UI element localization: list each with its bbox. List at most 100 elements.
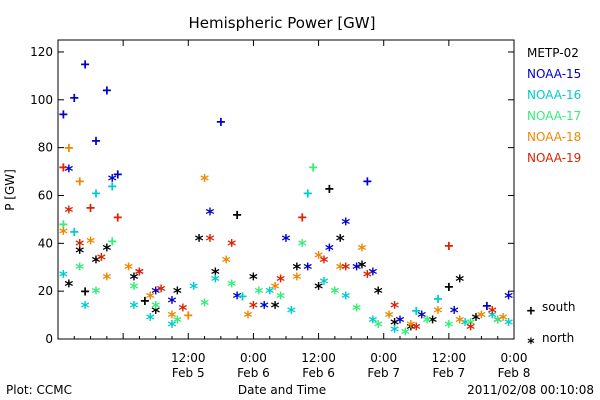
data-point: * [455, 313, 465, 333]
y-tick-label: 100 [30, 93, 53, 107]
data-point: * [493, 313, 503, 333]
data-point: * [172, 284, 182, 304]
data-point: * [221, 253, 231, 273]
data-point: * [341, 289, 351, 309]
data-point: * [102, 270, 112, 290]
data-point: * [91, 284, 101, 304]
data-point: + [303, 184, 312, 202]
data-point: * [145, 310, 155, 330]
data-point: + [433, 289, 442, 307]
data-point: * [493, 313, 503, 333]
data-point: + [91, 131, 100, 149]
data-point: * [357, 241, 367, 261]
y-tick-label: 40 [38, 236, 53, 250]
data-point: * [455, 272, 465, 292]
data-point: + [70, 222, 79, 240]
data-point: * [151, 299, 161, 319]
data-point: + [64, 139, 73, 157]
legend-entry: NOAA-17 [527, 109, 581, 123]
data-point: * [96, 251, 106, 271]
data-point: * [351, 301, 361, 321]
data-point: * [357, 258, 367, 278]
data-point: * [151, 303, 161, 323]
data-point: * [151, 284, 161, 304]
data-point: * [210, 272, 220, 292]
data-point: * [227, 277, 237, 297]
data-point: + [108, 177, 117, 195]
x-tick-date-label: Feb 5 [172, 366, 205, 380]
data-point: * [85, 234, 95, 254]
marker-legend: + south * north [527, 300, 576, 352]
x-tick-time-label: 0:00 [370, 351, 397, 365]
marker-legend-symbol: * [527, 336, 535, 352]
x-tick-date-label: Feb 7 [433, 366, 466, 380]
data-point: * [384, 308, 394, 328]
data-point: * [313, 279, 323, 299]
x-tick-date-label: Feb 6 [237, 366, 270, 380]
x-tick-date-label: Feb 7 [367, 366, 400, 380]
data-point: * [297, 236, 307, 256]
data-point: * [330, 284, 340, 304]
data-point: * [270, 279, 280, 299]
x-tick-time-label: 0:00 [501, 351, 528, 365]
data-point: * [167, 294, 177, 314]
data-point: * [265, 284, 275, 304]
data-point: * [351, 260, 361, 280]
data-point: + [108, 232, 117, 250]
data-point: + [444, 237, 453, 255]
data-point: * [275, 289, 285, 309]
data-point: * [64, 277, 74, 297]
data-point: + [86, 198, 95, 216]
data-point: * [134, 265, 144, 285]
x-tick-time-label: 12:00 [432, 351, 467, 365]
x-tick-time-label: 12:00 [171, 351, 206, 365]
data-point: * [465, 315, 475, 335]
data-point: + [113, 165, 122, 183]
data-point: + [482, 297, 491, 315]
data-point: + [444, 277, 453, 295]
plot-timestamp: 2011/02/08 00:10:08 [467, 383, 594, 397]
data-point: + [233, 206, 242, 224]
data-point: * [189, 279, 199, 299]
plot-credit: Plot: CCMC [6, 383, 72, 397]
data-point: * [460, 315, 470, 335]
data-point: + [363, 172, 372, 190]
marker-legend-label: north [542, 331, 574, 345]
data-point: * [129, 270, 139, 290]
data-point: * [400, 325, 410, 345]
data-point: + [216, 112, 225, 130]
data-point: * [199, 172, 209, 192]
legend-entry: NOAA-18 [527, 130, 581, 144]
y-tick-label: 20 [38, 284, 53, 298]
data-point: * [487, 303, 497, 323]
data-point: * [172, 313, 182, 333]
data-point: * [194, 232, 204, 252]
data-point: + [325, 179, 334, 197]
data-point: * [487, 308, 497, 328]
data-point: * [395, 313, 405, 333]
data-point: * [243, 308, 253, 328]
x-axis-label: Date and Time [238, 383, 326, 397]
data-point: + [59, 158, 68, 176]
y-axis-label: P [GW] [3, 169, 17, 211]
data-point: * [417, 308, 427, 328]
data-point: * [75, 236, 85, 256]
data-point: * [167, 308, 177, 328]
y-axis: 0 20 40 60 80 100 120 [30, 45, 514, 346]
data-point: * [210, 265, 220, 285]
data-point: * [503, 315, 513, 335]
data-point: * [292, 260, 302, 280]
data-point: * [411, 320, 421, 340]
data-point: * [64, 162, 74, 182]
data-point: * [292, 270, 302, 290]
data-point: + [184, 306, 193, 324]
data-point: + [70, 88, 79, 106]
data-point: * [498, 310, 508, 330]
data-point: * [75, 260, 85, 280]
data-point: * [58, 267, 68, 287]
data-point: * [389, 322, 399, 342]
data-point: * [444, 318, 454, 338]
data-point: * [406, 318, 416, 338]
y-tick-label: 120 [30, 45, 53, 59]
